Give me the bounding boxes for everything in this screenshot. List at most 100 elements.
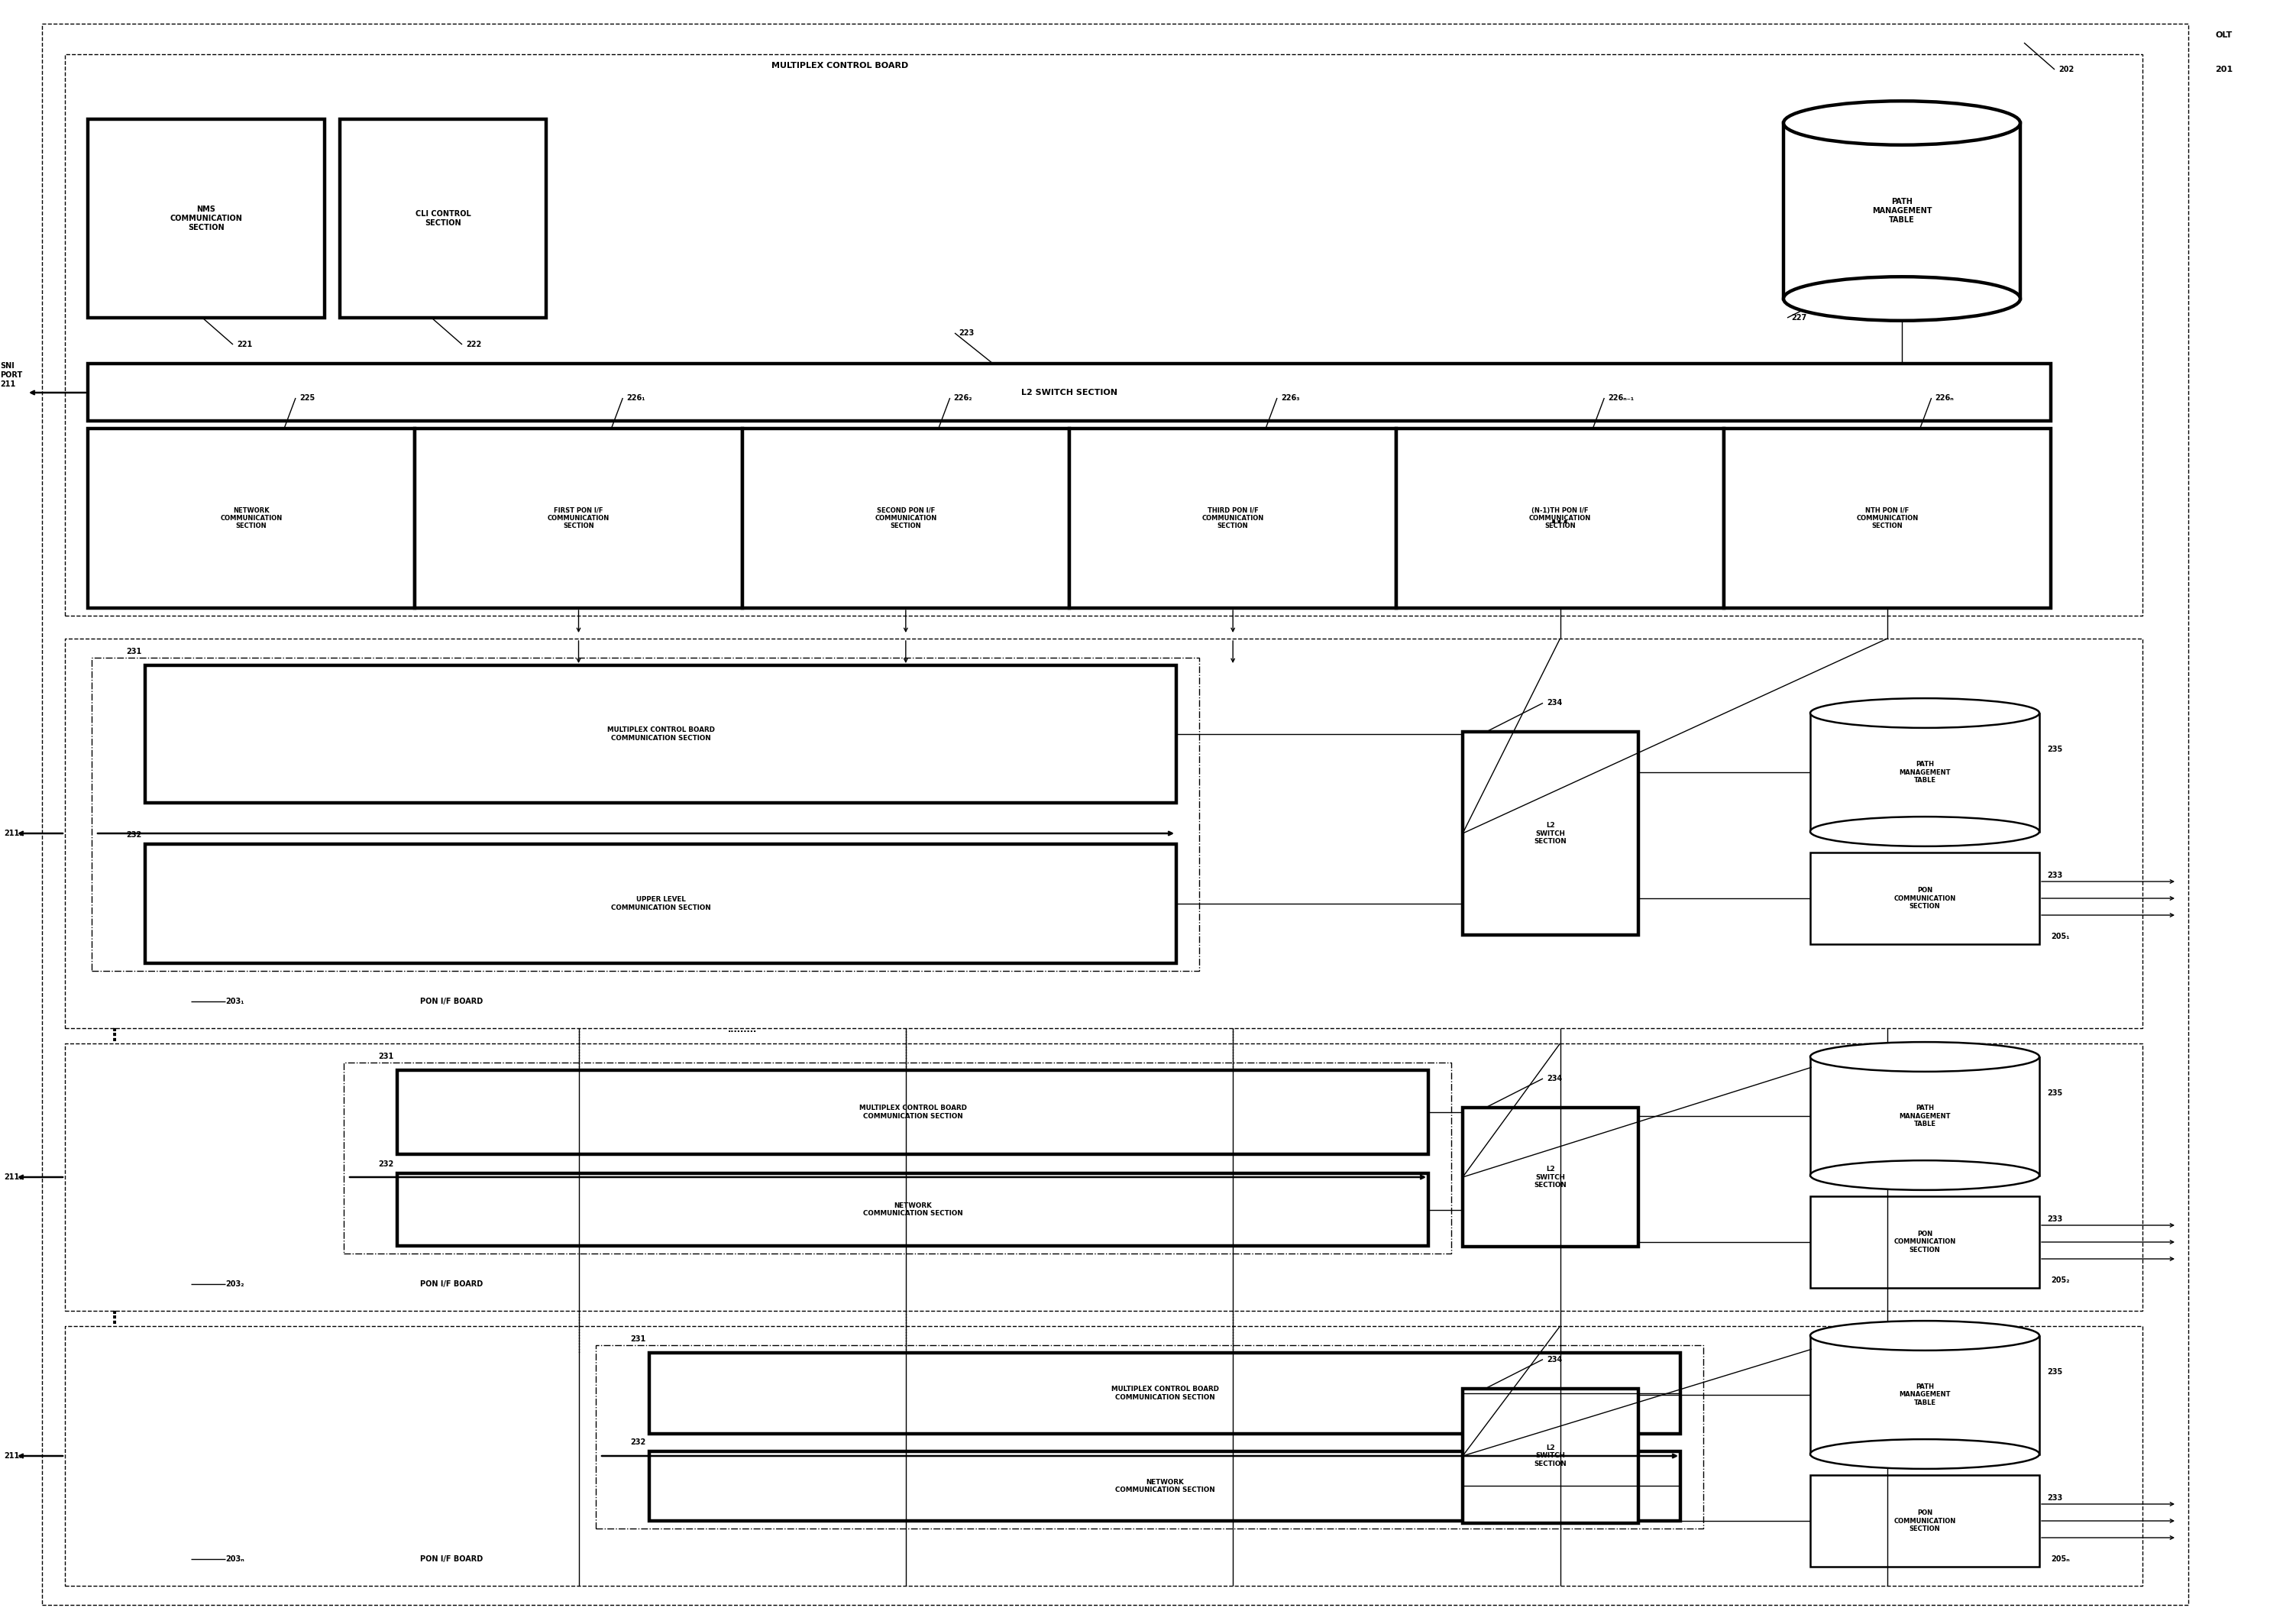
- Bar: [650, 1353, 1681, 1434]
- Text: ...: ...: [1550, 510, 1570, 526]
- Text: 234: 234: [1548, 1075, 1561, 1083]
- Text: OLT: OLT: [2216, 31, 2232, 39]
- Ellipse shape: [1784, 276, 2020, 320]
- Ellipse shape: [1809, 1320, 2039, 1351]
- Text: 226₁: 226₁: [627, 395, 645, 401]
- Text: L2 SWITCH SECTION: L2 SWITCH SECTION: [1022, 388, 1118, 396]
- Bar: [397, 1070, 1428, 1155]
- Text: 231: 231: [629, 1335, 645, 1343]
- Ellipse shape: [1809, 1161, 2039, 1190]
- Bar: [1809, 853, 2039, 944]
- Bar: [92, 658, 1199, 971]
- Text: 203₂: 203₂: [225, 1280, 243, 1288]
- Text: 232: 232: [629, 1439, 645, 1445]
- Text: 211ₙ: 211ₙ: [5, 1452, 23, 1460]
- Bar: [416, 429, 742, 607]
- Bar: [1724, 429, 2050, 607]
- Bar: [1396, 429, 1724, 607]
- Text: 233: 233: [2048, 1215, 2062, 1223]
- Text: 205₂: 205₂: [2050, 1276, 2069, 1285]
- Text: PON
COMMUNICATION
SECTION: PON COMMUNICATION SECTION: [1894, 887, 1956, 909]
- Text: SECOND PON I/F
COMMUNICATION
SECTION: SECOND PON I/F COMMUNICATION SECTION: [875, 507, 937, 529]
- Bar: [1809, 1197, 2039, 1288]
- Text: L2
SWITCH
SECTION: L2 SWITCH SECTION: [1534, 822, 1566, 844]
- Bar: [595, 1345, 1704, 1528]
- Bar: [64, 1044, 2142, 1311]
- Bar: [1809, 1335, 2039, 1453]
- Text: 226ₙ: 226ₙ: [1936, 395, 1954, 401]
- Text: MULTIPLEX CONTROL BOARD
COMMUNICATION SECTION: MULTIPLEX CONTROL BOARD COMMUNICATION SE…: [859, 1104, 967, 1119]
- Bar: [87, 364, 2050, 421]
- Bar: [1463, 1108, 1639, 1247]
- Text: 235: 235: [2048, 745, 2062, 754]
- Text: NETWORK
COMMUNICATION
SECTION: NETWORK COMMUNICATION SECTION: [220, 507, 282, 529]
- Text: 205ₙ: 205ₙ: [2050, 1556, 2069, 1562]
- Text: 234: 234: [1548, 700, 1561, 706]
- Text: THIRD PON I/F
COMMUNICATION
SECTION: THIRD PON I/F COMMUNICATION SECTION: [1201, 507, 1263, 529]
- Bar: [1070, 429, 1396, 607]
- Text: L2
SWITCH
SECTION: L2 SWITCH SECTION: [1534, 1445, 1566, 1468]
- Ellipse shape: [1809, 698, 2039, 728]
- Text: 202: 202: [2060, 65, 2073, 73]
- Bar: [1463, 1389, 1639, 1523]
- Text: PATH
MANAGEMENT
TABLE: PATH MANAGEMENT TABLE: [1899, 1384, 1952, 1406]
- Text: PON I/F BOARD: PON I/F BOARD: [420, 1556, 482, 1562]
- Ellipse shape: [1809, 817, 2039, 846]
- Text: PATH
MANAGEMENT
TABLE: PATH MANAGEMENT TABLE: [1899, 762, 1952, 784]
- Text: 233: 233: [2048, 1494, 2062, 1502]
- Text: 235: 235: [2048, 1090, 2062, 1096]
- Text: 211₁: 211₁: [5, 830, 23, 838]
- Text: 234: 234: [1548, 1356, 1561, 1363]
- Bar: [1786, 122, 2018, 145]
- Ellipse shape: [1784, 101, 2020, 145]
- Text: 203₁: 203₁: [225, 997, 243, 1005]
- Text: PON I/F BOARD: PON I/F BOARD: [420, 1280, 482, 1288]
- Bar: [145, 666, 1176, 804]
- Text: SNI
PORT
211: SNI PORT 211: [0, 362, 23, 388]
- Bar: [64, 638, 2142, 1028]
- Text: FIRST PON I/F
COMMUNICATION
SECTION: FIRST PON I/F COMMUNICATION SECTION: [546, 507, 611, 529]
- Text: 221: 221: [236, 341, 253, 348]
- Bar: [344, 1062, 1451, 1254]
- Text: 233: 233: [2048, 872, 2062, 879]
- Bar: [87, 119, 324, 318]
- Text: PATH
MANAGEMENT
TABLE: PATH MANAGEMENT TABLE: [1871, 198, 1931, 224]
- Text: 226₂: 226₂: [953, 395, 974, 401]
- Text: 223: 223: [957, 330, 974, 336]
- Bar: [1809, 1475, 2039, 1567]
- Bar: [742, 429, 1070, 607]
- Bar: [1463, 732, 1639, 935]
- Text: NTH PON I/F
COMMUNICATION
SECTION: NTH PON I/F COMMUNICATION SECTION: [1855, 507, 1917, 529]
- Bar: [1809, 1057, 2039, 1176]
- Bar: [1812, 1335, 2039, 1350]
- Text: PON I/F BOARD: PON I/F BOARD: [420, 997, 482, 1005]
- Bar: [87, 429, 416, 607]
- Bar: [1809, 713, 2039, 831]
- Text: 205₁: 205₁: [2050, 932, 2069, 940]
- Text: 232: 232: [379, 1160, 393, 1168]
- Text: PATH
MANAGEMENT
TABLE: PATH MANAGEMENT TABLE: [1899, 1104, 1952, 1127]
- Bar: [340, 119, 546, 318]
- Ellipse shape: [1809, 1043, 2039, 1072]
- Text: 222: 222: [466, 341, 482, 348]
- Text: UPPER LEVEL
COMMUNICATION SECTION: UPPER LEVEL COMMUNICATION SECTION: [611, 896, 709, 911]
- Bar: [397, 1173, 1428, 1246]
- Text: 227: 227: [1791, 313, 1807, 322]
- Text: MULTIPLEX CONTROL BOARD
COMMUNICATION SECTION: MULTIPLEX CONTROL BOARD COMMUNICATION SE…: [1111, 1385, 1219, 1400]
- Text: 235: 235: [2048, 1367, 2062, 1376]
- Ellipse shape: [1809, 1439, 2039, 1468]
- Bar: [1812, 713, 2039, 728]
- Text: PON
COMMUNICATION
SECTION: PON COMMUNICATION SECTION: [1894, 1231, 1956, 1254]
- Text: 232: 232: [126, 831, 142, 840]
- Text: 226ₙ₋₁: 226ₙ₋₁: [1607, 395, 1635, 401]
- Text: 231: 231: [126, 648, 142, 656]
- Text: ·········: ·········: [728, 1028, 758, 1036]
- Text: ⋮: ⋮: [106, 1028, 124, 1044]
- Text: CLI CONTROL
SECTION: CLI CONTROL SECTION: [416, 209, 471, 227]
- Text: L2
SWITCH
SECTION: L2 SWITCH SECTION: [1534, 1166, 1566, 1189]
- Bar: [650, 1452, 1681, 1522]
- Text: 225: 225: [298, 395, 315, 401]
- Bar: [64, 1327, 2142, 1585]
- Bar: [64, 54, 2142, 615]
- Bar: [1784, 123, 2020, 299]
